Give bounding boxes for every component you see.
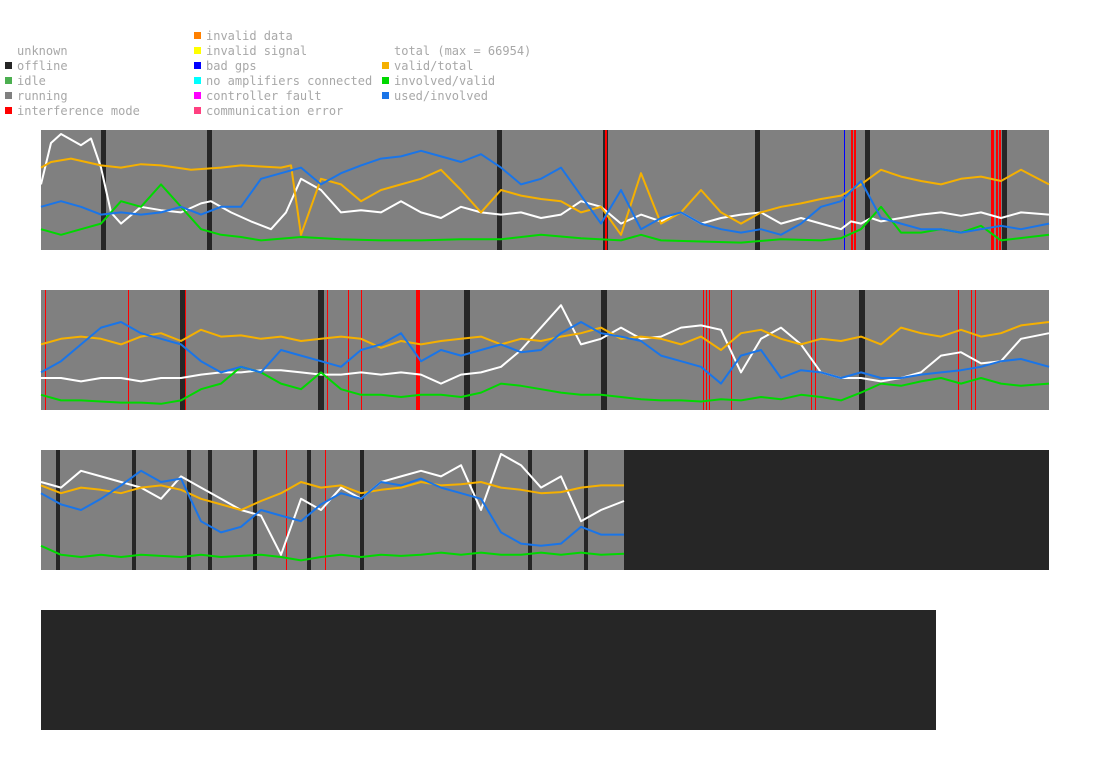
interference-band: [45, 290, 46, 410]
valid_total-series-line: [40, 321, 1050, 351]
legend-label: no amplifiers connected: [206, 74, 373, 88]
legend-swatch: [194, 32, 201, 39]
offline-band: [865, 130, 870, 250]
interference-band: [706, 290, 707, 410]
used_involved-series-line: [40, 321, 1050, 385]
offline-band: [584, 450, 588, 570]
offline-band: [859, 290, 865, 410]
used_involved-series-line: [40, 149, 1050, 236]
legend-swatch: [382, 92, 389, 99]
total-series-line: [40, 133, 1050, 231]
legend-label: interference mode: [17, 104, 140, 118]
interference-band: [815, 290, 816, 410]
bad-gps-band: [844, 130, 845, 250]
offline-band: [1002, 130, 1007, 250]
legend-swatch: [5, 107, 12, 114]
running-band: [41, 290, 1049, 410]
legend-swatch: [194, 92, 201, 99]
interference-band: [971, 290, 972, 410]
offline-band: [207, 130, 212, 250]
legend-swatch: [5, 92, 12, 99]
legend-swatch: [194, 77, 201, 84]
valid_total-series-line: [40, 157, 1050, 236]
interference-band: [327, 290, 328, 410]
interference-band: [128, 290, 129, 410]
interference-band: [975, 290, 976, 410]
panel-background: [41, 610, 936, 730]
legend-label: invalid signal: [206, 44, 308, 58]
offline-band: [497, 130, 502, 250]
legend-label: running: [17, 89, 68, 103]
valid_total-series-line: [40, 481, 624, 511]
offline-band: [56, 450, 60, 570]
used_involved-series-line: [40, 469, 624, 547]
offline-band: [253, 450, 257, 570]
involved_valid-series-line: [40, 183, 1050, 244]
involved_valid-series-line: [40, 365, 1050, 405]
offline-band: [360, 450, 364, 570]
legend-label: controller fault: [206, 89, 322, 103]
legend-label: used/involved: [394, 89, 488, 103]
interference-band: [605, 130, 607, 250]
legend-label: offline: [17, 59, 68, 73]
offline-band: [187, 450, 191, 570]
total-series-line: [41, 304, 1050, 385]
legend-label: communication error: [206, 104, 344, 118]
interference-band: [958, 290, 959, 410]
legend-swatch: [194, 47, 201, 54]
involved_valid-series-line: [40, 544, 625, 562]
offline-band: [318, 290, 324, 410]
legend-swatch: [5, 62, 12, 69]
legend-swatch: [5, 77, 12, 84]
legend-label: invalid data: [206, 29, 293, 43]
legend-swatch: [382, 77, 389, 84]
interference-band: [811, 290, 812, 410]
offline-band: [180, 290, 186, 410]
interference-band: [709, 290, 710, 410]
offline-band: [601, 290, 607, 410]
running-band: [41, 130, 1049, 250]
interference-band: [185, 290, 186, 410]
offline-band: [101, 130, 106, 250]
offline-band: [472, 450, 476, 570]
legend-label: bad gps: [206, 59, 257, 73]
legend-swatch: [194, 107, 201, 114]
interference-band: [854, 130, 856, 250]
running-band: [41, 450, 624, 570]
offline-band: [528, 450, 532, 570]
legend-swatch: [194, 62, 201, 69]
interference-band: [703, 290, 704, 410]
interference-band: [996, 130, 998, 250]
interference-band: [999, 130, 1001, 250]
legend-label: involved/valid: [394, 74, 496, 88]
interference-band: [416, 290, 420, 410]
interference-band: [286, 450, 287, 570]
legend-label: total (max = 66954): [394, 44, 532, 58]
interference-band: [348, 290, 349, 410]
legend-label: unknown: [17, 44, 68, 58]
offline-band: [208, 450, 212, 570]
offline-band: [464, 290, 470, 410]
offline-band: [132, 450, 136, 570]
legend-swatch: [382, 62, 389, 69]
legend-label: valid/total: [394, 59, 474, 73]
legend-label: idle: [17, 74, 46, 88]
offline-band: [307, 450, 311, 570]
offline-band: [755, 130, 760, 250]
interference-band: [325, 450, 326, 570]
interference-band: [991, 130, 994, 250]
